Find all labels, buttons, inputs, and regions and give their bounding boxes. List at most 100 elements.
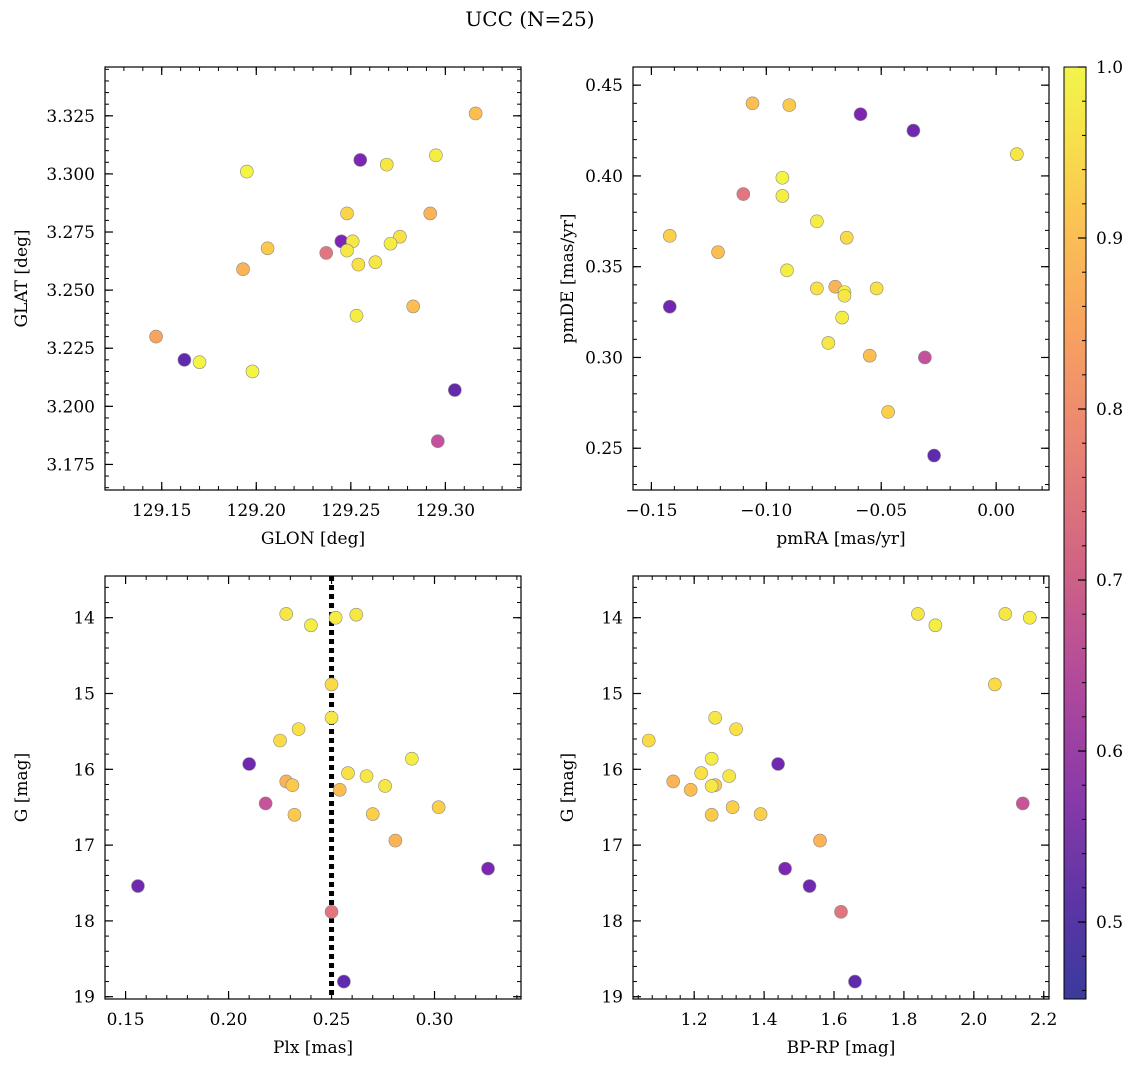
- data-point: [273, 733, 287, 748]
- y-tick-label: 14: [73, 609, 95, 629]
- data-point: [821, 336, 836, 350]
- data-point: [383, 236, 398, 251]
- data-point: [881, 405, 895, 419]
- x-axis-label: pmRA [mas/yr]: [776, 529, 905, 549]
- x-tick-label: 1.6: [820, 1010, 847, 1030]
- data-point: [918, 350, 932, 365]
- colorbar-tick-label: 0.6: [1096, 742, 1123, 762]
- data-point: [694, 766, 708, 780]
- y-tick-label: 17: [73, 836, 95, 856]
- y-tick-label: 15: [601, 685, 623, 705]
- data-point: [242, 757, 256, 771]
- figure-title: UCC (N=25): [465, 7, 594, 31]
- y-tick-label: 3.275: [46, 223, 95, 243]
- data-point: [662, 229, 677, 243]
- y-axis-label: pmDE [mas/yr]: [558, 213, 578, 343]
- data-point: [149, 329, 163, 344]
- data-point: [683, 782, 698, 797]
- x-axis-label: BP-RP [mag]: [787, 1038, 896, 1058]
- data-point: [285, 778, 300, 793]
- data-point: [368, 255, 383, 270]
- data-point: [704, 751, 719, 766]
- data-point: [340, 206, 354, 221]
- x-tick-label: −0.15: [625, 501, 677, 521]
- data-point: [429, 148, 443, 163]
- data-point: [775, 170, 790, 185]
- data-point: [324, 677, 339, 692]
- data-point: [430, 434, 445, 448]
- data-point: [911, 607, 925, 621]
- data-point: [725, 800, 740, 815]
- data-point: [258, 796, 273, 811]
- y-tick-label: 18: [601, 912, 623, 932]
- data-point: [351, 257, 366, 272]
- data-point: [1015, 796, 1030, 811]
- data-point: [291, 722, 306, 736]
- axes-frame: [632, 575, 1050, 1000]
- data-point: [177, 353, 192, 367]
- x-axis-label: Plx [mas]: [273, 1038, 353, 1058]
- y-tick-label: 0.25: [585, 439, 623, 459]
- data-point: [304, 618, 318, 633]
- data-point: [745, 96, 760, 111]
- data-point: [379, 157, 394, 172]
- data-point: [666, 774, 681, 789]
- x-tick-label: 0.30: [416, 1010, 454, 1030]
- data-point: [353, 153, 368, 167]
- data-point: [906, 123, 921, 138]
- data-point: [780, 263, 794, 278]
- data-point: [729, 722, 743, 736]
- data-point: [393, 229, 407, 244]
- data-point: [1022, 610, 1037, 625]
- data-point: [245, 364, 260, 379]
- colorbar-tick-label: 1.0: [1096, 58, 1123, 78]
- x-tick-label: 0.15: [107, 1010, 145, 1030]
- scatter-panels: 129.15 129.20 129.25 129.30 3.175 3.200 3.225 3…: [12, 66, 1057, 1058]
- y-tick-label: 3.225: [46, 339, 95, 359]
- colorbar-tick-label: 0.5: [1096, 913, 1123, 933]
- data-point: [711, 245, 725, 259]
- data-point: [287, 807, 302, 822]
- data-point: [704, 779, 719, 793]
- scatter-panel-2: −0.15 −0.10 −0.05 0.00 0.25 0.30 0.35 0.40 0.45 p…: [558, 66, 1050, 549]
- data-point: [834, 905, 848, 919]
- y-tick-label: 3.325: [46, 107, 95, 127]
- y-tick-label: 3.250: [46, 281, 95, 301]
- data-point: [927, 448, 941, 463]
- data-point: [405, 751, 419, 766]
- data-point: [349, 308, 364, 323]
- data-point: [406, 299, 421, 314]
- data-point: [771, 757, 785, 771]
- data-point: [988, 677, 1002, 692]
- y-tick-label: 3.175: [46, 455, 95, 475]
- data-point: [332, 782, 347, 797]
- data-point: [240, 164, 254, 179]
- y-tick-label: 18: [73, 912, 95, 932]
- data-point: [848, 974, 862, 989]
- x-tick-label: 0.25: [313, 1010, 351, 1030]
- x-tick-label: 129.30: [416, 501, 475, 521]
- x-tick-label: 129.20: [227, 501, 286, 521]
- scatter-panel-4: 1.2 1.4 1.6 1.8 2.0 2.2 14 15 16 17 18 19 BP-RP [mag…: [558, 575, 1057, 1058]
- data-point: [260, 241, 275, 256]
- data-point: [708, 710, 722, 725]
- x-tick-label: 2.0: [960, 1010, 987, 1030]
- x-tick-label: 129.25: [321, 501, 380, 521]
- data-point: [813, 833, 827, 848]
- data-point: [835, 310, 849, 325]
- x-tick-label: 1.4: [751, 1010, 778, 1030]
- x-tick-label: 1.2: [681, 1010, 708, 1030]
- y-tick-label: 0.35: [585, 258, 623, 278]
- data-point: [862, 348, 877, 363]
- x-tick-label: 0.20: [210, 1010, 248, 1030]
- x-tick-label: 1.8: [890, 1010, 917, 1030]
- data-point: [468, 106, 483, 121]
- y-tick-label: 19: [601, 988, 623, 1008]
- x-tick-label: −0.05: [855, 501, 907, 521]
- y-tick-label: 14: [601, 609, 623, 629]
- data-point: [448, 383, 462, 397]
- data-point: [641, 733, 656, 748]
- data-point: [753, 807, 768, 821]
- data-point: [337, 974, 351, 989]
